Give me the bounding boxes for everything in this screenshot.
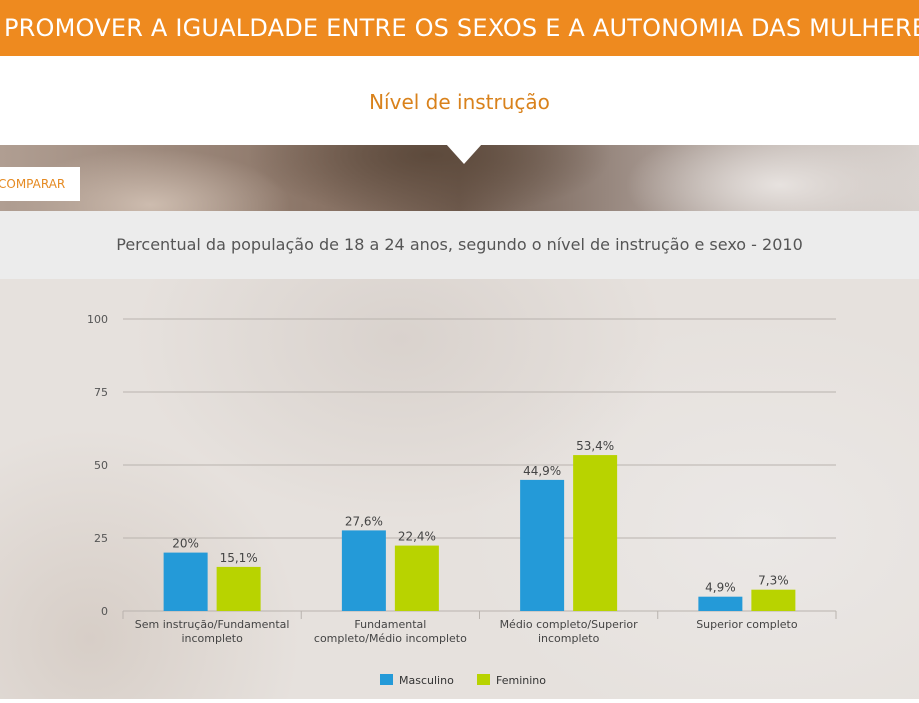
x-tick-label: Médio completo/Superior xyxy=(500,618,639,631)
y-tick-label: 25 xyxy=(94,532,108,545)
bar-feminino xyxy=(394,545,439,611)
legend-label-masculino: Masculino xyxy=(399,674,454,687)
data-label: 20% xyxy=(172,537,199,551)
x-tick-label: incompleto xyxy=(538,632,600,645)
data-label: 44,9% xyxy=(523,464,561,478)
y-tick-label: 0 xyxy=(101,605,108,618)
subtitle-pointer-arrow xyxy=(446,144,482,164)
subtitle-band: Nível de instrução xyxy=(0,56,919,145)
x-tick-label: Superior completo xyxy=(696,618,798,631)
x-axis-labels: Sem instrução/FundamentalincompletoFunda… xyxy=(135,618,798,645)
data-label: 22,4% xyxy=(398,530,436,544)
bar-feminino xyxy=(216,566,261,611)
x-tick-label: Sem instrução/Fundamental xyxy=(135,618,290,631)
y-tick-label: 75 xyxy=(94,386,108,399)
compare-button[interactable]: COMPARAR xyxy=(0,167,80,201)
bar-masculino xyxy=(341,530,386,611)
bar-masculino xyxy=(163,552,208,611)
section-subtitle: Nível de instrução xyxy=(369,90,550,114)
y-axis-ticks: 0 25 50 75 100 xyxy=(87,313,108,618)
bars: 20% 15,1% 27,6% 22,4% 44,9% 53,4% 4,9% 7,3% xyxy=(163,439,796,611)
legend: Masculino Feminino xyxy=(380,674,546,687)
data-label: 7,3% xyxy=(758,574,789,588)
bar-feminino xyxy=(751,589,796,611)
chart-title-band: Percentual da população de 18 a 24 anos,… xyxy=(0,211,919,279)
x-tick-label: Fundamental xyxy=(354,618,426,631)
y-tick-label: 50 xyxy=(94,459,108,472)
y-tick-label: 100 xyxy=(87,313,108,326)
bar-feminino xyxy=(573,455,618,611)
legend-swatch-feminino xyxy=(477,674,490,685)
bar-masculino xyxy=(520,479,565,611)
page-title: PROMOVER A IGUALDADE ENTRE OS SEXOS E A … xyxy=(4,14,919,42)
chart-title: Percentual da população de 18 a 24 anos,… xyxy=(116,235,803,254)
x-tick-label: completo/Médio incompleto xyxy=(314,632,467,645)
bar-masculino xyxy=(698,596,743,611)
bar-chart: 0 25 50 75 100 20% 15,1% 27,6% 22,4% 44,9% 53,4% 4… xyxy=(87,313,837,687)
page-header-bar: PROMOVER A IGUALDADE ENTRE OS SEXOS E A … xyxy=(0,0,919,56)
data-label: 4,9% xyxy=(705,581,736,595)
chart-area: 0 25 50 75 100 20% 15,1% 27,6% 22,4% 44,9% 53,4% 4… xyxy=(0,279,919,699)
data-label: 15,1% xyxy=(220,551,258,565)
x-tick-label: incompleto xyxy=(181,632,243,645)
data-label: 53,4% xyxy=(576,439,614,453)
legend-label-feminino: Feminino xyxy=(496,674,546,687)
data-label: 27,6% xyxy=(345,514,383,528)
legend-swatch-masculino xyxy=(380,674,393,685)
compare-button-label: COMPARAR xyxy=(0,177,66,191)
